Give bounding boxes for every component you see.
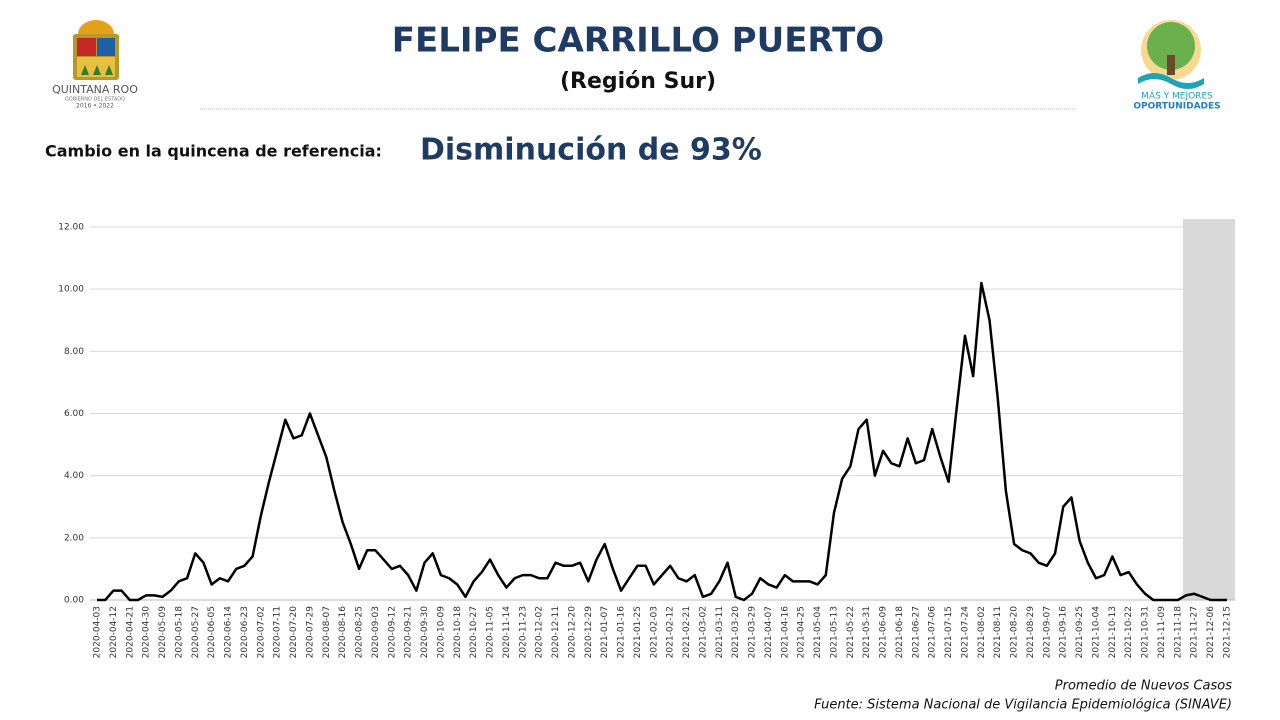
x-tick-label: 2021-03-02 (698, 606, 708, 658)
y-tick-label: 8.00 (64, 347, 84, 357)
x-tick-label: 2021-01-25 (633, 606, 643, 658)
x-tick-label: 2020-04-03 (93, 606, 103, 658)
x-tick-label: 2021-10-04 (1091, 606, 1101, 659)
left-logo: QUINTANA ROO GOBIERNO DEL ESTADO 2016 • … (52, 20, 138, 110)
x-tick-label: 2021-06-09 (879, 606, 889, 659)
logo-text: GOBIERNO DEL ESTADO (65, 97, 125, 103)
x-tick-label: 2021-10-31 (1141, 606, 1151, 658)
x-tick-label: 2021-09-25 (1075, 606, 1085, 658)
x-tick-label: 2021-11-18 (1173, 606, 1183, 659)
x-tick-label: 2020-12-11 (551, 606, 561, 658)
annotation-label: Cambio en la quincena de referencia: (45, 142, 382, 161)
x-tick-label: 2020-07-02 (256, 606, 266, 658)
x-tick-label: 2021-06-27 (911, 606, 921, 658)
x-tick-label: 2021-08-29 (1026, 606, 1036, 659)
x-tick-label: 2021-06-18 (895, 606, 905, 659)
x-tick-label: 2020-04-30 (142, 606, 152, 659)
x-tick-label: 2021-05-04 (813, 606, 823, 659)
y-tick-label: 12.00 (58, 223, 84, 233)
logo-text: MÁS Y MEJORES (1141, 90, 1213, 102)
x-tick-label: 2020-09-03 (371, 606, 381, 658)
x-tick-label: 2021-02-12 (666, 606, 676, 658)
x-tick-label: 2020-12-29 (584, 606, 594, 659)
x-tick-label: 2021-08-20 (1010, 606, 1020, 659)
x-tick-label: 2020-07-20 (289, 606, 299, 659)
logo-text: 2016 • 2022 (76, 103, 114, 110)
x-tick-label: 2020-08-25 (355, 606, 365, 658)
x-tick-label: 2021-04-16 (780, 606, 790, 659)
y-tick-label: 2.00 (64, 533, 84, 543)
y-tick-label: 10.00 (58, 285, 84, 295)
line (97, 281, 1227, 602)
x-tick-label: 2020-07-29 (305, 606, 315, 659)
x-tick-label: 2021-09-07 (1042, 606, 1052, 658)
x-tick-label: 2021-12-06 (1206, 606, 1216, 659)
x-tick-label: 2020-05-09 (158, 606, 168, 659)
x-tick-label: 2021-05-13 (829, 606, 839, 658)
x-tick-label: 2021-02-03 (649, 606, 659, 658)
annotation: Disminución de 93% (420, 133, 762, 168)
y-tick-label: 6.00 (64, 409, 84, 419)
x-tick-label: 2021-05-22 (846, 606, 856, 658)
x-tick-label: 2021-03-29 (748, 606, 758, 659)
x-tick-label: 2021-10-22 (1124, 606, 1134, 658)
x-tick-label: 2021-12-15 (1223, 606, 1233, 658)
x-tick-label: 2020-10-18 (453, 606, 463, 659)
x-tick-label: 2021-03-11 (715, 606, 725, 658)
x-tick-label: 2020-08-07 (322, 606, 332, 658)
x-tick-label: 2020-06-05 (207, 606, 217, 658)
x-tick-label: 2021-08-11 (993, 606, 1003, 658)
legend-note: Promedio de Nuevos Casos (1055, 679, 1232, 694)
x-tick-label: 2021-05-31 (862, 606, 872, 658)
subtitle: (Región Sur) (560, 69, 716, 94)
x-tick-label: 2021-09-16 (1059, 606, 1069, 659)
x-tick-label: 2021-08-02 (977, 606, 987, 658)
x-tick-label: 2020-10-09 (436, 606, 446, 659)
x-tick-label: 2020-11-05 (486, 606, 496, 658)
title: FELIPE CARRILLO PUERTO (392, 21, 884, 61)
x-tick-label: 2020-11-23 (518, 606, 528, 658)
x-tick-label: 2021-10-13 (1108, 606, 1118, 658)
x-tick-label: 2020-09-21 (404, 606, 414, 658)
x-tick-label: 2021-04-07 (764, 606, 774, 658)
x-tick-label: 2021-02-21 (682, 606, 692, 658)
x-tick-label: 2020-06-23 (240, 606, 250, 658)
x-tick-label: 2020-04-21 (125, 606, 135, 658)
x-tick-label: 2020-06-14 (224, 606, 234, 659)
x-tick-label: 2020-09-12 (387, 606, 397, 658)
x-tick-label: 2020-05-18 (174, 606, 184, 659)
logo-text: OPORTUNIDADES (1133, 102, 1220, 112)
x-tick-label: 2021-07-06 (928, 606, 938, 659)
plot: 0.00 2.00 4.00 6.00 8.00 10.00 12.00 2020-04-03… (58, 223, 1235, 659)
x-tick-label: 2020-11-14 (502, 606, 512, 659)
y-tick-label: 4.00 (64, 471, 84, 481)
x-tick-label: 2021-11-27 (1190, 606, 1200, 658)
source: Fuente: Sistema Nacional de Vigilancia E… (814, 698, 1232, 713)
x-tick-label: 2021-11-09 (1157, 606, 1167, 659)
x-tick-label: 2020-12-02 (535, 606, 545, 658)
x-tick-label: 2021-07-15 (944, 606, 954, 658)
right-logo: MÁS Y MEJORES OPORTUNIDADES (1133, 20, 1221, 112)
x-tick-label: 2021-01-07 (600, 606, 610, 658)
x-tick-label: 2021-01-16 (617, 606, 627, 659)
x-tick-label: 2020-07-11 (273, 606, 283, 658)
x-tick-label: 2020-05-27 (191, 606, 201, 658)
y-tick-label: 0.00 (64, 596, 84, 606)
x-tick-label: 2021-03-20 (731, 606, 741, 659)
x-tick-label: 2021-07-24 (960, 606, 970, 659)
x-tick-label: 2020-08-16 (338, 606, 348, 659)
x-tick-label: 2020-12-20 (567, 606, 577, 659)
x-tick-label: 2020-04-12 (109, 606, 119, 658)
x-tick-label: 2021-04-25 (797, 606, 807, 658)
x-tick-label: 2020-10-27 (469, 606, 479, 658)
logo-text: QUINTANA ROO (52, 83, 138, 96)
highlight-band (1183, 219, 1235, 600)
x-tick-label: 2020-09-30 (420, 606, 430, 659)
